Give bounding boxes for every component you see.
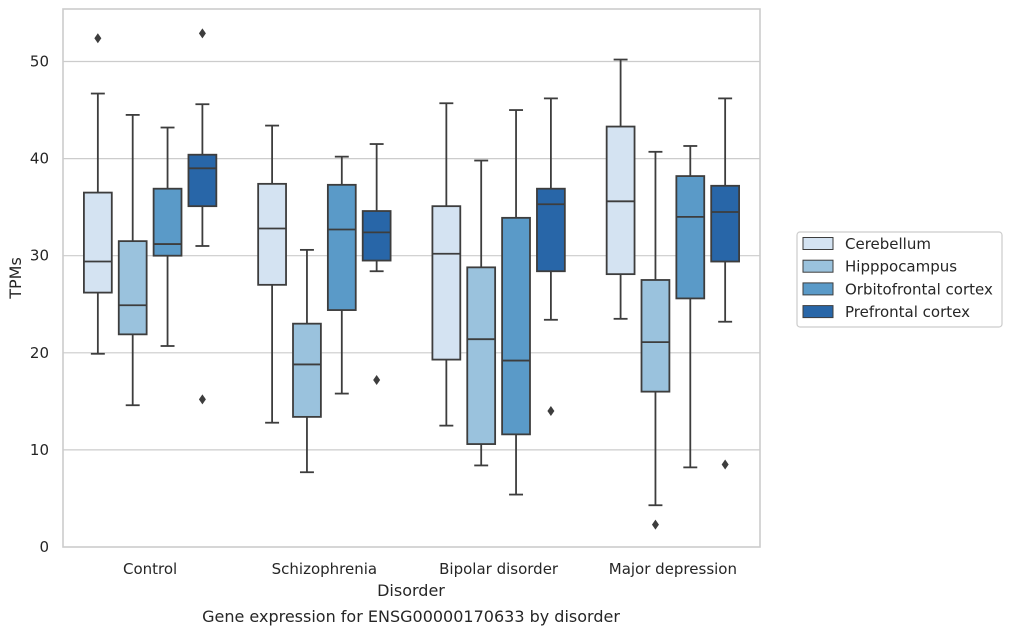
x-tick-label-4: Major depression bbox=[609, 560, 737, 578]
x-tick-label-1: Control bbox=[123, 560, 177, 578]
x-tick-label-2: Schizophrenia bbox=[272, 560, 377, 578]
iqr-box bbox=[292, 322, 322, 418]
box-series bbox=[83, 28, 740, 530]
outlier-point-1 bbox=[547, 406, 555, 417]
iqr-box bbox=[361, 210, 392, 262]
iqr-box bbox=[152, 187, 183, 257]
legend-swatch-3 bbox=[802, 282, 834, 296]
outlier-point-1 bbox=[721, 459, 729, 470]
legend-frame bbox=[796, 231, 1003, 328]
iqr-box bbox=[326, 183, 357, 311]
iqr-box bbox=[257, 182, 287, 286]
outlier-point-2 bbox=[198, 394, 206, 405]
box-2-2 bbox=[292, 248, 322, 474]
legend-label-4: Prefrontal cortex bbox=[845, 303, 970, 321]
box-3-1 bbox=[431, 102, 462, 427]
box-4-4 bbox=[710, 97, 740, 470]
y-tick-label-0: 0 bbox=[39, 538, 49, 556]
y-tick-label-20: 20 bbox=[30, 344, 49, 362]
y-tick-label-40: 40 bbox=[30, 150, 49, 168]
box-1-3 bbox=[152, 126, 183, 347]
outlier-point-1 bbox=[651, 519, 659, 530]
x-tick-labels: Control Schizophrenia Bipolar disorder Majo… bbox=[123, 560, 737, 578]
outlier-point-1 bbox=[198, 28, 206, 39]
legend: Cerebellum Hipppocampus Orbitofrontal cort… bbox=[796, 231, 1003, 328]
box-1-4 bbox=[187, 28, 218, 405]
plot-background bbox=[63, 9, 760, 547]
iqr-box bbox=[675, 175, 706, 300]
legend-swatch-1 bbox=[802, 237, 834, 250]
iqr-box bbox=[536, 187, 566, 273]
chart-title: Gene expression for ENSG00000170633 by d… bbox=[202, 607, 620, 626]
iqr-box bbox=[466, 266, 497, 445]
x-axis-label: Disorder bbox=[377, 581, 445, 600]
box-3-4 bbox=[536, 97, 566, 417]
box-2-4 bbox=[361, 143, 392, 385]
plot-frame bbox=[62, 8, 761, 548]
outlier-point-1 bbox=[94, 33, 102, 44]
y-tick-label-30: 30 bbox=[30, 247, 49, 265]
iqr-box bbox=[187, 153, 218, 208]
iqr-box bbox=[117, 240, 148, 336]
y-axis-label: TPMs bbox=[6, 257, 25, 300]
box-3-3 bbox=[501, 109, 531, 496]
y-tick-label-50: 50 bbox=[30, 53, 49, 71]
iqr-box bbox=[640, 279, 671, 393]
box-2-1 bbox=[257, 124, 287, 424]
iqr-box bbox=[83, 191, 113, 294]
box-4-2 bbox=[640, 150, 671, 530]
legend-swatch-4 bbox=[802, 305, 834, 319]
box-4-3 bbox=[675, 145, 706, 469]
box-1-2 bbox=[117, 114, 148, 407]
box-3-2 bbox=[466, 159, 497, 467]
y-tick-labels: 0 10 20 30 40 50 bbox=[30, 53, 49, 557]
legend-label-3: Orbitofrontal cortex bbox=[845, 280, 993, 298]
x-tick-label-3: Bipolar disorder bbox=[439, 560, 559, 578]
box-1-1 bbox=[83, 33, 113, 355]
iqr-box bbox=[431, 205, 462, 361]
y-tick-label-10: 10 bbox=[30, 441, 49, 459]
iqr-box bbox=[605, 125, 636, 276]
iqr-box bbox=[710, 184, 740, 263]
outlier-point-1 bbox=[373, 374, 381, 385]
legend-label-1: Cerebellum bbox=[845, 235, 931, 253]
iqr-box bbox=[501, 216, 531, 436]
legend-swatch-2 bbox=[802, 259, 834, 273]
box-2-3 bbox=[326, 155, 357, 395]
legend-label-2: Hipppocampus bbox=[845, 258, 957, 276]
box-4-1 bbox=[605, 58, 636, 320]
